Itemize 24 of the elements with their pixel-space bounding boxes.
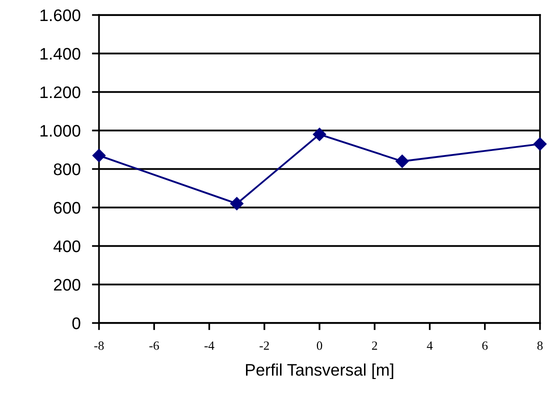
point — [312, 128, 326, 141]
y-tick-label: 400 — [54, 240, 80, 252]
y-tick-label: 800 — [54, 163, 80, 176]
y-tick-label: 0 — [72, 317, 80, 330]
x-tick-label: 0 — [316, 341, 322, 350]
x-tick-label: 2 — [372, 341, 378, 350]
x-tick-label: 6 — [482, 341, 488, 350]
point — [396, 154, 409, 168]
y-tick-label: 1.000 — [40, 124, 80, 137]
x-tick-label: -6 — [149, 341, 159, 350]
x-axis-title: Perfil Tansversal [m] — [246, 364, 394, 380]
y-tick-label: 1.400 — [40, 48, 80, 60]
x-tick-label: -8 — [94, 341, 104, 350]
point — [230, 197, 244, 210]
y-tick-label: 1.200 — [40, 86, 80, 98]
y-tick-label: 200 — [54, 278, 80, 291]
point — [533, 137, 547, 151]
x-tick-label: 4 — [426, 342, 433, 350]
x-tick-label: 8 — [537, 341, 543, 350]
x-tick-label: -2 — [260, 341, 269, 350]
y-tick-label: 600 — [54, 202, 80, 214]
x-tick-label: -4 — [204, 342, 214, 350]
y-tick-label: 1.600 — [40, 9, 80, 22]
point — [92, 148, 106, 162]
